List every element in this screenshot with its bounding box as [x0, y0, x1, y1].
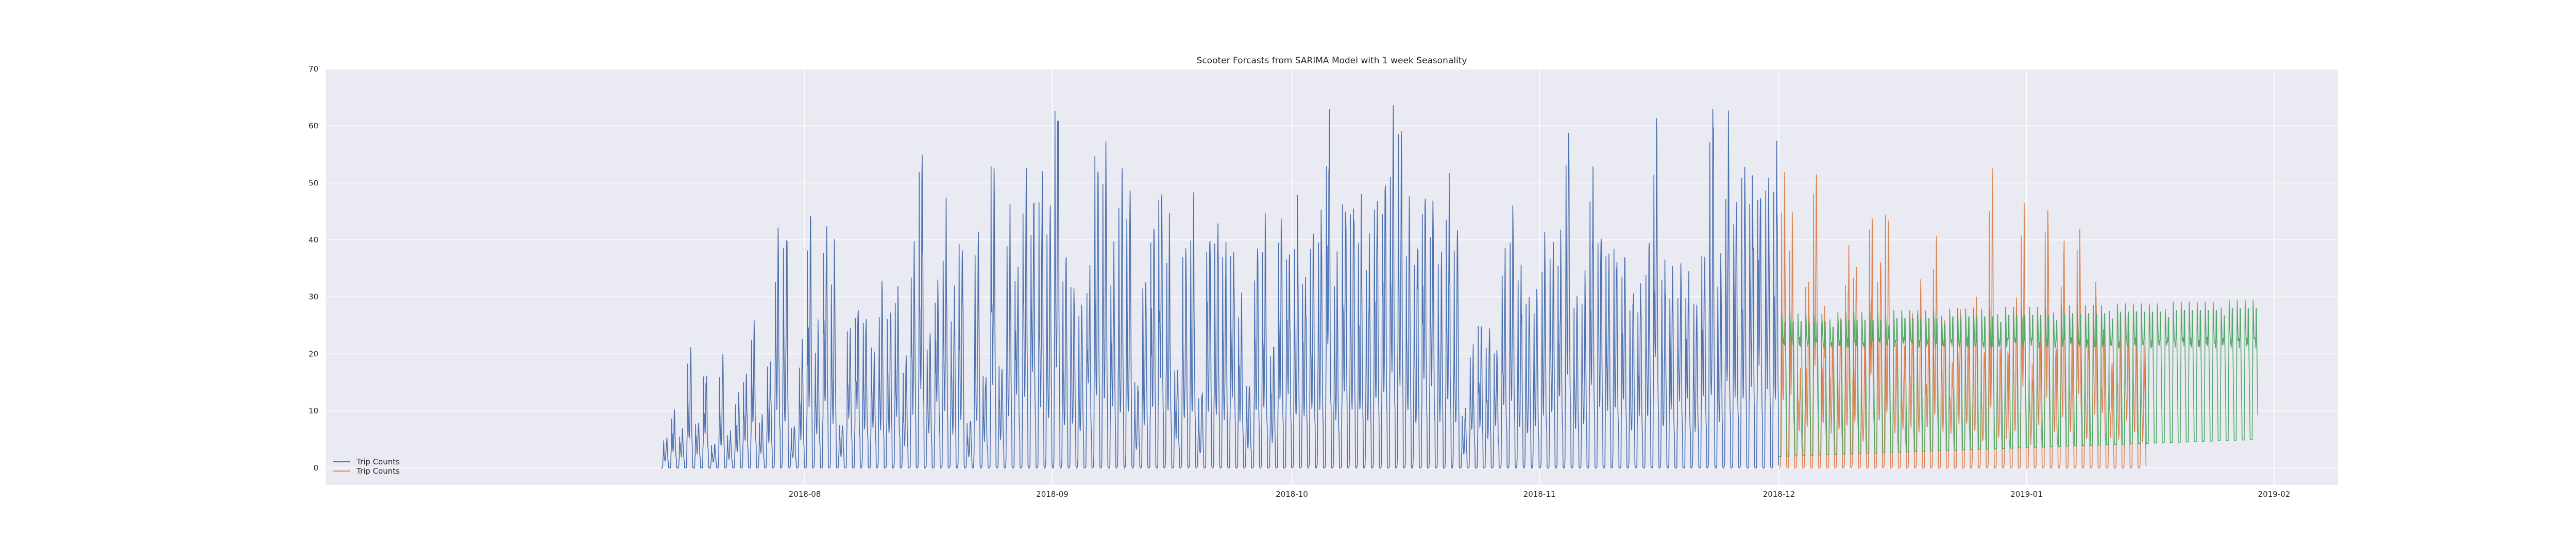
y-tick-label: 0 — [313, 463, 318, 473]
legend-label: Trip Counts — [356, 466, 400, 476]
x-tick-label: 2018-11 — [1523, 490, 1556, 499]
y-tick-label: 10 — [309, 406, 318, 415]
y-tick-label: 20 — [309, 349, 318, 358]
x-tick-label: 2019-02 — [2258, 490, 2291, 499]
chart-title: Scooter Forcasts from SARIMA Model with … — [1197, 56, 1467, 66]
y-tick-label: 30 — [309, 292, 318, 302]
series-lines — [660, 105, 2259, 468]
x-tick-label: 2018-10 — [1276, 490, 1308, 499]
plot-background — [326, 69, 2338, 485]
x-axis-ticks: 2018-08 2018-09 2018-10 2018-11 2018-12 2019-… — [789, 490, 2291, 499]
x-tick-label: 2018-12 — [1763, 490, 1795, 499]
y-axis-ticks: 0 10 20 30 40 50 60 70 — [309, 64, 318, 473]
x-tick-label: 2018-08 — [789, 490, 821, 499]
y-tick-label: 40 — [309, 235, 318, 245]
y-tick-label: 50 — [309, 178, 318, 187]
y-tick-label: 70 — [309, 64, 318, 74]
x-tick-label: 2019-01 — [2010, 490, 2043, 499]
y-tick-label: 60 — [309, 121, 318, 131]
x-tick-label: 2018-09 — [1036, 490, 1069, 499]
legend-label: Trip Counts — [356, 457, 400, 466]
series-line-2 — [1778, 300, 2259, 457]
series-line-0 — [660, 105, 1780, 468]
